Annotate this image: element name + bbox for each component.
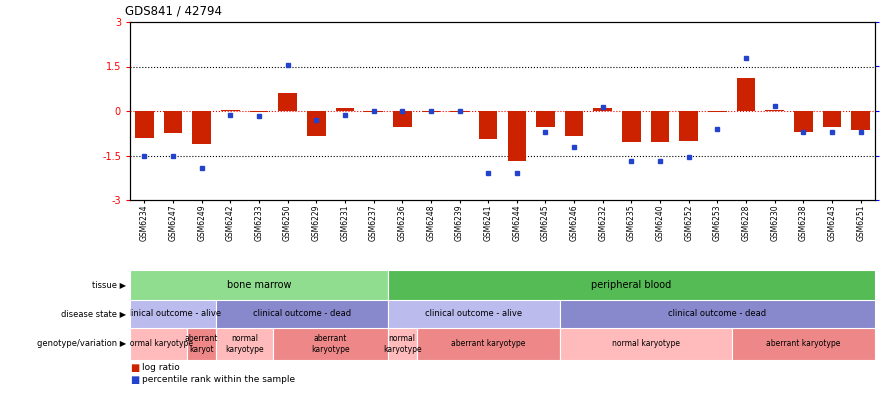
Text: ■: ■ xyxy=(130,363,140,373)
Text: clinical outcome - dead: clinical outcome - dead xyxy=(253,310,351,318)
Bar xyxy=(187,328,216,360)
Bar xyxy=(249,111,268,112)
Text: normal
karyotype: normal karyotype xyxy=(225,334,264,354)
Bar xyxy=(273,328,388,360)
Bar xyxy=(560,300,875,328)
Text: normal karyotype: normal karyotype xyxy=(125,339,193,348)
Bar xyxy=(593,108,612,111)
Text: normal
karyotype: normal karyotype xyxy=(383,334,422,354)
Text: clinical outcome - dead: clinical outcome - dead xyxy=(668,310,766,318)
Bar xyxy=(216,328,273,360)
Text: clinical outcome - alive: clinical outcome - alive xyxy=(125,310,222,318)
Text: log ratio: log ratio xyxy=(142,364,179,373)
Bar xyxy=(307,111,325,136)
Text: aberrant karyotype: aberrant karyotype xyxy=(766,339,841,348)
Bar xyxy=(388,270,875,300)
Text: clinical outcome - alive: clinical outcome - alive xyxy=(425,310,522,318)
Text: genotype/variation ▶: genotype/variation ▶ xyxy=(37,339,126,348)
Text: disease state ▶: disease state ▶ xyxy=(61,310,126,318)
Bar xyxy=(164,111,182,133)
Bar xyxy=(479,111,498,139)
Bar xyxy=(392,111,412,128)
Bar xyxy=(388,328,416,360)
Bar xyxy=(851,111,870,130)
Text: tissue ▶: tissue ▶ xyxy=(92,280,126,289)
Bar xyxy=(732,328,875,360)
Bar xyxy=(130,300,216,328)
Bar xyxy=(794,111,812,132)
Text: normal karyotype: normal karyotype xyxy=(612,339,680,348)
Bar xyxy=(193,111,211,144)
Text: aberrant
karyotype: aberrant karyotype xyxy=(311,334,350,354)
Bar xyxy=(278,93,297,111)
Text: ■: ■ xyxy=(130,375,140,385)
Bar xyxy=(680,111,698,141)
Bar xyxy=(416,328,560,360)
Text: aberrant
karyot: aberrant karyot xyxy=(185,334,218,354)
Bar xyxy=(708,111,727,112)
Bar xyxy=(565,111,583,136)
Text: peripheral blood: peripheral blood xyxy=(591,280,672,290)
Bar xyxy=(622,111,641,142)
Bar xyxy=(336,108,354,111)
Bar xyxy=(135,111,154,138)
Bar xyxy=(736,78,755,111)
Bar xyxy=(537,111,555,128)
Bar xyxy=(422,111,440,112)
Text: percentile rank within the sample: percentile rank within the sample xyxy=(142,375,295,385)
Bar xyxy=(651,111,669,142)
Bar xyxy=(450,111,469,112)
Text: bone marrow: bone marrow xyxy=(226,280,291,290)
Bar xyxy=(766,110,784,111)
Bar xyxy=(388,300,560,328)
Bar xyxy=(364,111,383,112)
Text: aberrant karyotype: aberrant karyotype xyxy=(451,339,525,348)
Bar xyxy=(560,328,732,360)
Bar xyxy=(130,270,388,300)
Bar xyxy=(221,110,240,111)
Bar xyxy=(216,300,388,328)
Bar xyxy=(823,111,842,128)
Bar xyxy=(130,328,187,360)
Bar xyxy=(507,111,526,162)
Text: GDS841 / 42794: GDS841 / 42794 xyxy=(125,5,222,18)
